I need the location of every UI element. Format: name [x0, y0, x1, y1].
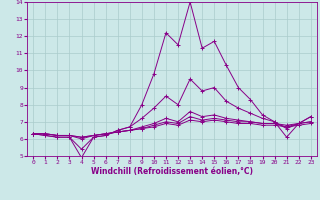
X-axis label: Windchill (Refroidissement éolien,°C): Windchill (Refroidissement éolien,°C): [91, 167, 253, 176]
